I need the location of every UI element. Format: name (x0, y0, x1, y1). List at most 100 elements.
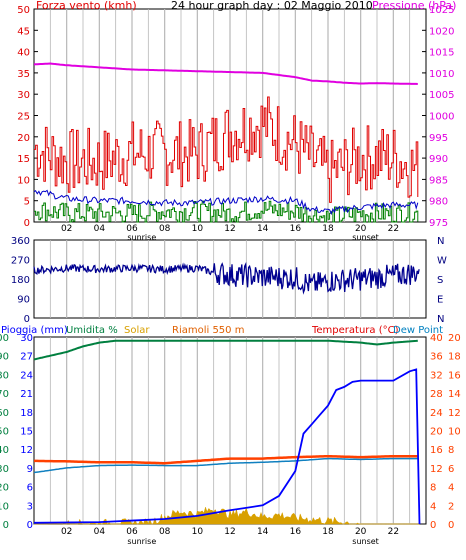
pressure-y-tick-label: 1015 (429, 48, 454, 59)
humidity-y-tick-label: 0 (3, 520, 9, 531)
sunset-label: sunset (352, 233, 379, 242)
wind-y-tick-label: 15 (17, 154, 30, 165)
dewpoint-y-tick-label: 12 (448, 408, 461, 419)
wind-y-tick-label: 30 (17, 90, 30, 101)
x-tick-label: 10 (192, 527, 204, 537)
x-tick-label: 14 (257, 527, 269, 537)
rain-y-tick-label: 15 (20, 427, 33, 438)
sunset-label: sunset (352, 537, 379, 546)
pressure-line (33, 62, 418, 85)
rain-y-tick-label: 9 (27, 464, 33, 475)
x-tick-label: 22 (388, 527, 399, 537)
temperature-y-tick-label: 28 (430, 389, 443, 400)
humidity-y-tick-label: 40 (0, 445, 9, 456)
panel3-legend-label: Umidita % (66, 325, 118, 336)
x-tick-label: 02 (61, 224, 72, 234)
compass-tick-label: W (437, 256, 447, 267)
wind-y-tick-label: 40 (17, 48, 30, 59)
pressure-axis-title: Pressione (hPa) (372, 0, 456, 12)
temperature-y-tick-label: 12 (430, 464, 443, 475)
x-tick-label: 08 (159, 224, 171, 234)
panel3-legend-label: Temperatura (°C) (311, 325, 399, 336)
dewpoint-y-tick-label: 0 (448, 520, 454, 531)
humidity-line (33, 339, 418, 361)
temperature-y-tick-label: 20 (430, 427, 443, 438)
dewpoint-y-tick-label: 14 (448, 389, 461, 400)
temperature-y-tick-label: 0 (430, 520, 436, 531)
x-tick-label: 12 (224, 224, 235, 234)
x-tick-label: 18 (322, 527, 334, 537)
pressure-y-tick-label: 1020 (429, 26, 454, 37)
x-tick-label: 14 (257, 224, 269, 234)
x-tick-label: 10 (192, 224, 204, 234)
panel3-legend-label: Solar (124, 325, 150, 336)
x-tick-label: 18 (322, 224, 334, 234)
wind-y-tick-label: 35 (17, 69, 30, 80)
wind-min-line (34, 200, 419, 223)
rain-y-tick-label: 24 (20, 370, 33, 381)
humidity-y-tick-label: 70 (0, 389, 9, 400)
axis-labels: 0510152025303540455097598098599099510001… (0, 5, 461, 546)
pressure-y-tick-label: 980 (429, 197, 448, 208)
rain-cumulative-line (33, 368, 421, 525)
pressure-y-tick-label: 985 (429, 175, 448, 186)
direction-y-tick-label: 0 (24, 314, 30, 325)
temperature-y-tick-label: 32 (430, 370, 443, 381)
dewpoint-y-tick-label: 4 (448, 483, 454, 494)
humidity-y-tick-label: 20 (0, 483, 9, 494)
dewpoint-line (33, 457, 418, 474)
humidity-y-tick-label: 50 (0, 427, 9, 438)
humidity-y-tick-label: 100 (0, 333, 9, 344)
panel3-legend-label: Pioggia (mm) (1, 325, 68, 336)
humidity-y-tick-label: 80 (0, 370, 9, 381)
rain-y-tick-label: 6 (27, 483, 33, 494)
wind-y-tick-label: 0 (24, 218, 30, 229)
direction-y-tick-label: 90 (17, 295, 30, 306)
pressure-y-tick-label: 990 (429, 154, 448, 165)
rain-y-tick-label: 3 (27, 501, 33, 512)
direction-y-tick-label: 270 (11, 256, 30, 267)
temperature-y-tick-label: 16 (430, 445, 443, 456)
sunrise-label: sunrise (127, 233, 156, 242)
rain-y-tick-label: 27 (20, 352, 33, 363)
wind-y-tick-label: 5 (24, 197, 30, 208)
x-tick-label: 20 (355, 527, 367, 537)
dewpoint-y-tick-label: 6 (448, 464, 454, 475)
compass-tick-label: N (437, 236, 444, 247)
dewpoint-y-tick-label: 8 (448, 445, 454, 456)
humidity-y-tick-label: 60 (0, 408, 9, 419)
wind-y-tick-label: 25 (17, 112, 30, 123)
compass-tick-label: N (437, 314, 444, 325)
x-tick-label: 12 (224, 527, 235, 537)
x-tick-label: 08 (159, 527, 171, 537)
direction-y-tick-label: 180 (11, 275, 30, 286)
wind-average-line (33, 189, 419, 216)
humidity-y-tick-label: 30 (0, 464, 9, 475)
chart-title: 24 hour graph day : 02 Maggio 2010 (171, 0, 373, 12)
panel3-legend-label: Dew Point (393, 325, 443, 336)
direction-y-tick-label: 360 (11, 236, 30, 247)
x-tick-label: 16 (290, 224, 302, 234)
temperature-y-tick-label: 40 (430, 333, 443, 344)
temperature-line (34, 454, 418, 465)
x-tick-label: 02 (61, 527, 72, 537)
wind-direction-line (33, 261, 420, 295)
temperature-y-tick-label: 4 (430, 501, 436, 512)
pressure-y-tick-label: 1010 (429, 69, 454, 80)
compass-tick-label: S (437, 275, 443, 286)
x-tick-label: 06 (126, 224, 138, 234)
temperature-y-tick-label: 36 (430, 352, 443, 363)
humidity-y-tick-label: 90 (0, 352, 9, 363)
humidity-y-tick-label: 10 (0, 501, 9, 512)
x-tick-label: 22 (388, 224, 399, 234)
pressure-y-tick-label: 975 (429, 218, 448, 229)
wind-y-tick-label: 20 (17, 133, 30, 144)
grid-lines (34, 8, 426, 524)
rain-y-tick-label: 18 (20, 408, 33, 419)
x-tick-label: 04 (94, 224, 106, 234)
wind-gust-line (34, 96, 419, 203)
dewpoint-y-tick-label: 18 (448, 352, 461, 363)
dewpoint-y-tick-label: 10 (448, 427, 461, 438)
dewpoint-y-tick-label: 16 (448, 370, 461, 381)
